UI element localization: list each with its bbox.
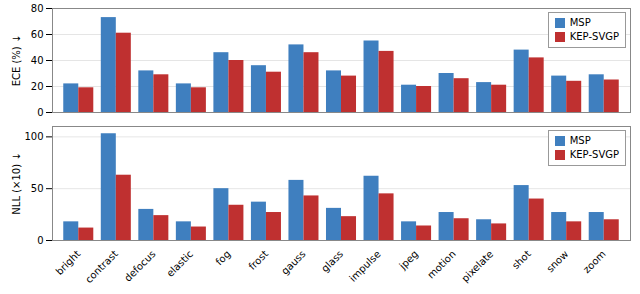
svg-text:0: 0	[37, 107, 43, 118]
svg-text:50: 50	[31, 183, 44, 194]
html-text:KEP-SVGP: KEP-SVGP	[569, 149, 619, 160]
svg-text:0: 0	[37, 235, 43, 246]
svg-text:NLL (×10) ↓: NLL (×10) ↓	[11, 152, 22, 214]
svg-text:glass: glass	[319, 248, 345, 274]
svg-text:motion: motion	[425, 248, 458, 281]
svg-text:jpeg: jpeg	[396, 248, 420, 272]
svg-text:shot: shot	[510, 248, 533, 271]
html-text:MSP: MSP	[569, 135, 591, 146]
svg-text:40: 40	[31, 55, 44, 66]
svg-text:frost: frost	[246, 248, 270, 272]
html-text:KEP-SVGP: KEP-SVGP	[569, 31, 619, 42]
html-text:MSP: MSP	[569, 17, 591, 28]
svg-text:snow: snow	[544, 248, 570, 274]
svg-text:bright: bright	[54, 248, 83, 277]
svg-text:pixelate: pixelate	[459, 248, 495, 284]
svg-text:contrast: contrast	[83, 248, 120, 285]
svg-text:defocus: defocus	[122, 248, 157, 283]
svg-text:zoom: zoom	[581, 248, 608, 275]
svg-text:fog: fog	[213, 248, 232, 267]
svg-text:impulse: impulse	[347, 248, 383, 284]
svg-text:60: 60	[31, 29, 44, 40]
svg-text:20: 20	[31, 81, 44, 92]
svg-text:elastic: elastic	[164, 248, 195, 279]
svg-text:gauss: gauss	[279, 248, 307, 276]
svg-text:100: 100	[24, 131, 43, 142]
svg-text:ECE (%) ↓: ECE (%) ↓	[11, 35, 22, 87]
svg-text:80: 80	[31, 3, 44, 14]
